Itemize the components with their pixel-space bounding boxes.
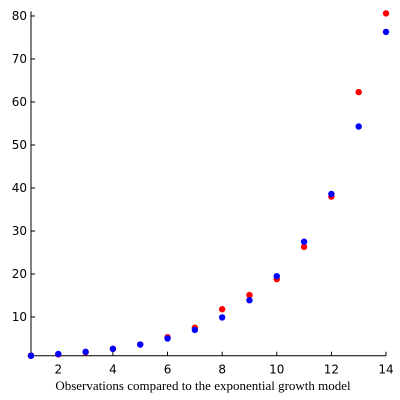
y-tick-label: 60 <box>12 95 27 109</box>
data-point <box>137 341 144 348</box>
data-point <box>328 190 335 198</box>
data-point <box>55 350 62 358</box>
data-point <box>355 88 362 96</box>
data-point <box>355 123 362 130</box>
data-point <box>300 243 308 251</box>
y-tick-label: 20 <box>12 267 27 281</box>
data-point <box>246 291 253 299</box>
data-point <box>382 10 390 17</box>
y-tick-label: 70 <box>12 52 27 66</box>
x-tick-label: 8 <box>218 363 226 377</box>
data-point <box>109 345 117 353</box>
y-tick-label: 40 <box>12 181 27 195</box>
y-tick-label: 80 <box>12 9 27 23</box>
y-tick-label: 10 <box>12 310 27 324</box>
x-axis-label: Observations compared to the exponential… <box>55 378 351 393</box>
data-point <box>218 306 226 313</box>
x-tick-label: 2 <box>54 363 62 377</box>
x-tick-label: 14 <box>378 363 393 377</box>
y-tick-label: 30 <box>12 224 27 238</box>
data-point <box>300 238 308 245</box>
x-tick-label: 6 <box>164 363 172 377</box>
x-tick-label: 10 <box>269 363 284 377</box>
data-point <box>27 352 35 359</box>
data-point <box>382 28 390 36</box>
data-point <box>246 297 253 304</box>
data-point <box>218 314 226 321</box>
x-tick-label: 12 <box>324 363 339 377</box>
x-tick-label: 4 <box>109 363 117 377</box>
data-point <box>273 272 280 280</box>
data-point <box>191 326 199 334</box>
y-tick-label: 50 <box>12 138 27 152</box>
data-point <box>164 335 171 342</box>
data-point <box>82 348 89 356</box>
